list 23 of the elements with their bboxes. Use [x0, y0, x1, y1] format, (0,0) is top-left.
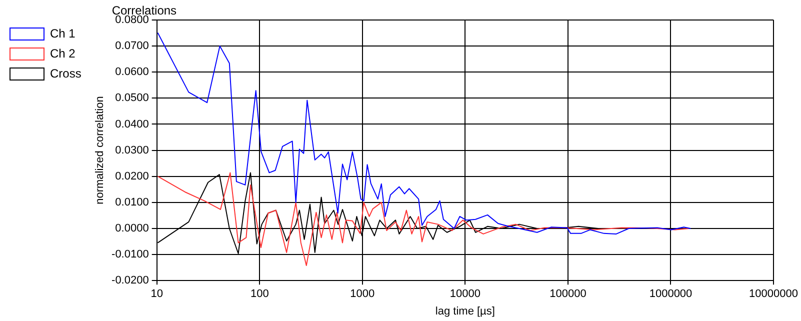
x-tick-label: 100000 — [550, 288, 586, 300]
legend-label: Ch 2 — [50, 46, 76, 60]
y-tick-label: 0.0200 — [115, 170, 149, 182]
x-tick-label: 100 — [250, 288, 269, 300]
y-tick-label: 0.0300 — [115, 144, 149, 156]
y-tick-label: 0.0700 — [115, 40, 149, 52]
x-axis-title: lag time [µs] — [435, 305, 495, 318]
y-tick-label: 0.0100 — [115, 196, 149, 208]
legend-label: Cross — [50, 66, 82, 80]
y-tick-label: 0.0500 — [115, 92, 149, 104]
y-axis-title: normalized correlation — [94, 96, 106, 204]
y-tick-label: 0.0800 — [115, 14, 149, 26]
y-tick-label: 0.0400 — [115, 118, 149, 130]
y-tick-label: 0.0000 — [115, 222, 149, 235]
legend-label: Ch 1 — [50, 26, 76, 40]
y-tick-label: 0.0600 — [115, 66, 149, 78]
y-tick-label: -0.0200 — [112, 274, 149, 287]
x-tick-label: 1000000 — [649, 288, 692, 300]
x-tick-label: 10 — [150, 288, 163, 300]
x-tick-label: 10000 — [450, 288, 480, 300]
x-tick-label: 1000 — [350, 288, 375, 300]
y-tick-label: -0.0100 — [112, 248, 149, 261]
x-tick-label: 10000000 — [749, 288, 798, 300]
